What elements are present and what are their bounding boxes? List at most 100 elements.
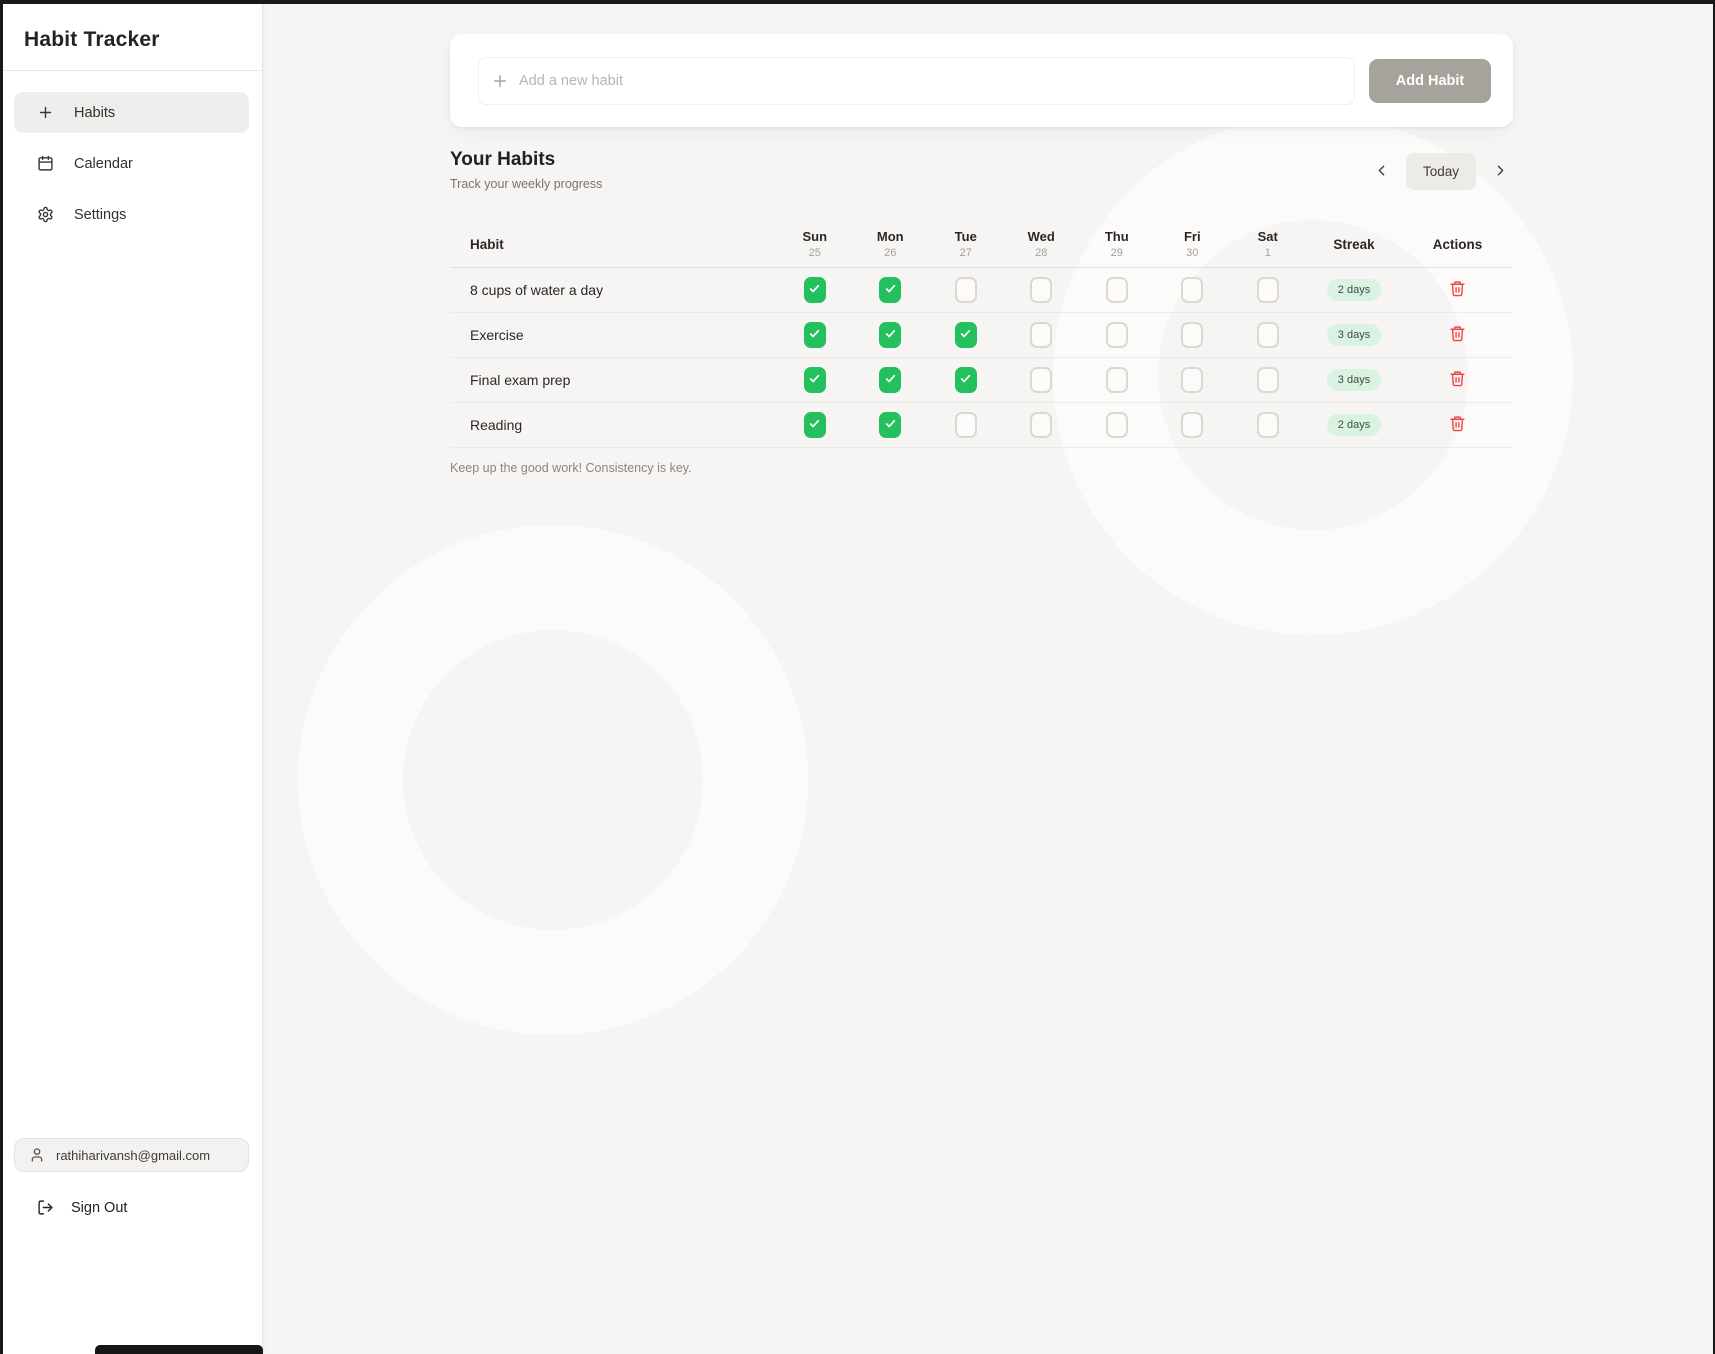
day-date: 30: [1186, 246, 1199, 259]
next-week-button[interactable]: [1488, 158, 1513, 186]
habit-checkbox[interactable]: [1030, 277, 1053, 303]
habit-checkbox[interactable]: [879, 277, 902, 303]
streak-badge: 3 days: [1326, 369, 1382, 391]
actions-cell: [1403, 367, 1513, 393]
today-button[interactable]: Today: [1406, 153, 1476, 190]
habit-checkbox[interactable]: [1256, 277, 1279, 303]
habit-checkbox[interactable]: [1105, 412, 1128, 438]
delete-habit-button[interactable]: [1446, 367, 1469, 393]
habit-checkbox[interactable]: [803, 277, 826, 303]
user-email: rathiharivansh@gmail.com: [56, 1147, 211, 1163]
streak-column-header: Streak: [1333, 237, 1375, 252]
sidebar-bottom: rathiharivansh@gmail.com Sign Out: [14, 1138, 249, 1216]
day-name: Mon: [876, 228, 904, 244]
actions-cell: [1403, 277, 1513, 303]
main-content: Add Habit Your Habits Track your weekly …: [263, 0, 1715, 1354]
delete-habit-button[interactable]: [1446, 412, 1469, 438]
checkbox-cell: [1155, 367, 1231, 393]
trash-icon: [1449, 325, 1466, 345]
check-icon: [959, 327, 972, 343]
habit-checkbox[interactable]: [1105, 277, 1128, 303]
checkbox-cell: [853, 322, 929, 348]
habits-table: Habit Sun 25 Mon 26 Tue 27 Wed 28 Thu 29 Fri 30 Sat 1…: [450, 222, 1513, 448]
checkbox-cell: [777, 322, 853, 348]
day-date: 1: [1264, 246, 1271, 259]
day-column-header: Mon 26: [853, 229, 929, 261]
day-date: 26: [884, 246, 897, 259]
habit-checkbox[interactable]: [803, 367, 826, 393]
plus-icon: [37, 104, 54, 121]
window-frame-left: [0, 0, 3, 1354]
day-column-header: Sat 1: [1230, 229, 1306, 261]
habit-checkbox[interactable]: [1030, 412, 1053, 438]
checkbox-cell: [928, 412, 1004, 438]
day-column-header: Fri 30: [1155, 229, 1231, 261]
delete-habit-button[interactable]: [1446, 322, 1469, 348]
check-icon: [884, 282, 897, 298]
check-icon: [884, 372, 897, 388]
app-title: Habit Tracker: [24, 28, 160, 51]
day-name: Sun: [802, 228, 828, 244]
checkbox-cell: [1230, 412, 1306, 438]
habit-checkbox[interactable]: [1030, 367, 1053, 393]
section-title: Your Habits: [450, 149, 556, 170]
habit-checkbox[interactable]: [879, 367, 902, 393]
habit-checkbox[interactable]: [1256, 412, 1279, 438]
habit-name: Exercise: [470, 327, 524, 343]
habit-checkbox[interactable]: [1105, 322, 1128, 348]
sidebar-horizontal-scrollbar[interactable]: [95, 1345, 263, 1354]
previous-week-button[interactable]: [1369, 158, 1394, 186]
habit-name: Reading: [470, 417, 523, 433]
chevron-left-icon: [1373, 162, 1390, 182]
habits-section-header: Your Habits Track your weekly progress T…: [450, 149, 1513, 191]
checkbox-cell: [1079, 412, 1155, 438]
habit-column-header: Habit: [470, 237, 504, 252]
habit-checkbox[interactable]: [1256, 367, 1279, 393]
sign-out-button[interactable]: Sign Out: [14, 1199, 249, 1216]
sidebar-divider: [0, 70, 262, 71]
day-date: 25: [808, 246, 821, 259]
day-name: Wed: [1027, 228, 1055, 244]
habit-checkbox[interactable]: [1105, 367, 1128, 393]
day-column-header: Tue 27: [928, 229, 1004, 261]
habit-checkbox[interactable]: [1181, 367, 1204, 393]
day-date: 27: [959, 246, 972, 259]
sidebar-item-settings[interactable]: Settings: [14, 194, 249, 235]
habit-checkbox[interactable]: [803, 412, 826, 438]
habit-checkbox[interactable]: [954, 412, 977, 438]
check-icon: [884, 327, 897, 343]
habit-checkbox[interactable]: [1030, 322, 1053, 348]
habit-row: 8 cups of water a day 2 days: [450, 268, 1513, 313]
checkbox-cell: [1155, 412, 1231, 438]
day-column-header: Wed 28: [1004, 229, 1080, 261]
streak-cell: 2 days: [1306, 414, 1403, 436]
habit-checkbox[interactable]: [1256, 322, 1279, 348]
habit-checkbox[interactable]: [954, 277, 977, 303]
trash-icon: [1449, 415, 1466, 435]
add-habit-input[interactable]: [478, 56, 1355, 105]
actions-cell: [1403, 322, 1513, 348]
check-icon: [808, 372, 821, 388]
add-habit-button[interactable]: Add Habit: [1369, 58, 1491, 103]
day-name: Tue: [954, 228, 977, 244]
habit-checkbox[interactable]: [879, 412, 902, 438]
streak-cell: 3 days: [1306, 324, 1403, 346]
table-body: 8 cups of water a day 2 days Exercise 3 day…: [450, 268, 1513, 448]
habit-checkbox[interactable]: [954, 322, 977, 348]
habit-name: Final exam prep: [470, 372, 571, 388]
habit-checkbox[interactable]: [1181, 277, 1204, 303]
sidebar-item-calendar[interactable]: Calendar: [14, 143, 249, 184]
check-icon: [884, 417, 897, 433]
habit-checkbox[interactable]: [1181, 322, 1204, 348]
habit-checkbox[interactable]: [879, 322, 902, 348]
checkbox-cell: [1004, 277, 1080, 303]
habit-checkbox[interactable]: [1181, 412, 1204, 438]
habit-checkbox[interactable]: [954, 367, 977, 393]
gear-icon: [37, 206, 54, 223]
delete-habit-button[interactable]: [1446, 277, 1469, 303]
habit-row: Reading 2 days: [450, 403, 1513, 448]
checkbox-cell: [853, 367, 929, 393]
week-navigation: Today: [1369, 153, 1513, 190]
sidebar-item-habits[interactable]: Habits: [14, 92, 249, 133]
habit-checkbox[interactable]: [803, 322, 826, 348]
